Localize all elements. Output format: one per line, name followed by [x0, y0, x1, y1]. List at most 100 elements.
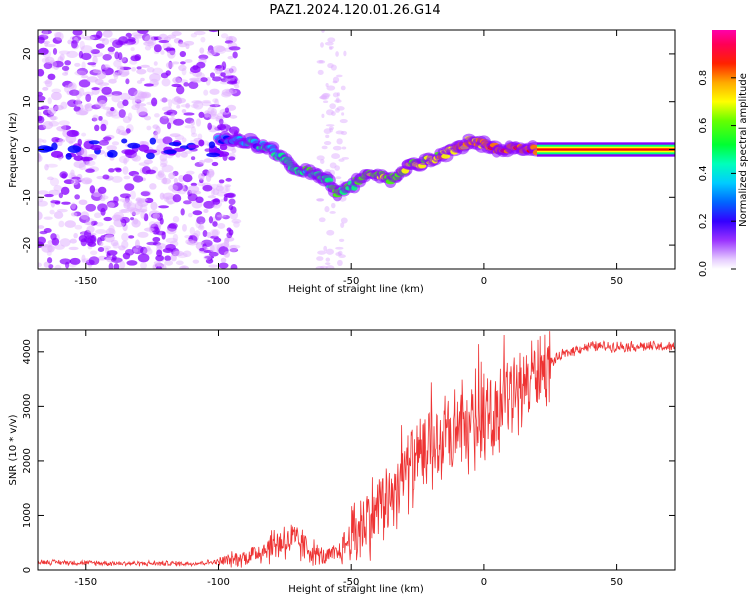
noise-blob: [194, 230, 201, 237]
band-blob: [67, 145, 82, 153]
noise-blob: [41, 30, 52, 35]
noise-blob: [59, 238, 71, 247]
noise-blob: [320, 42, 324, 48]
noise-blob: [203, 89, 209, 96]
noise-blob: [206, 232, 212, 238]
noise-blob: [38, 225, 45, 229]
noise-blob: [326, 85, 336, 91]
noise-blob: [208, 251, 219, 257]
noise-blob: [47, 107, 57, 115]
noise-blob: [111, 214, 123, 222]
noise-blob: [201, 101, 212, 107]
noise-blob: [217, 123, 227, 131]
noise-blob: [332, 92, 339, 98]
noise-blob: [190, 33, 198, 38]
noise-blob: [60, 186, 70, 196]
noise-blob: [153, 44, 162, 53]
noise-blob: [230, 264, 238, 269]
noise-blob: [156, 260, 162, 268]
noise-blob: [71, 176, 81, 180]
noise-blob: [184, 234, 191, 239]
noise-blob: [188, 81, 199, 90]
x-tick-label: 0: [481, 577, 487, 588]
noise-blob: [76, 67, 89, 76]
noise-blob: [176, 97, 187, 104]
noise-blob: [202, 184, 213, 192]
noise-blob: [59, 53, 65, 61]
noise-blob: [133, 34, 144, 39]
noise-blob: [320, 159, 325, 164]
noise-blob: [54, 104, 64, 111]
noise-blob: [108, 51, 115, 55]
noise-blob: [340, 85, 346, 91]
noise-blob: [197, 225, 205, 231]
noise-blob: [122, 43, 132, 47]
noise-blob: [208, 216, 214, 224]
noise-blob: [62, 80, 73, 88]
colorbar-tick-label: 0.8: [698, 70, 709, 86]
noise-blob: [145, 169, 156, 175]
noise-blob: [69, 89, 80, 96]
noise-blob: [160, 263, 167, 269]
noise-blob: [150, 201, 158, 211]
figure-title: PAZ1.2024.120.01.26.G14: [269, 3, 440, 18]
noise-blob: [84, 104, 91, 109]
noise-blob: [229, 244, 241, 249]
noise-blob: [203, 200, 215, 209]
noise-blob: [64, 220, 76, 228]
noise-blob: [47, 97, 52, 105]
noise-blob: [43, 216, 53, 220]
band-blob: [38, 145, 52, 153]
noise-blob: [50, 116, 57, 121]
noise-blob: [159, 192, 165, 200]
noise-blob: [81, 52, 92, 61]
colorbar: 0.0 0.2 0.4 0.6 0.8 Normalized spectral ampl…: [698, 30, 749, 277]
noise-blob: [108, 225, 115, 234]
noise-blob: [140, 191, 151, 197]
noise-blob: [176, 85, 185, 95]
noise-blob: [212, 198, 221, 205]
noise-blob: [48, 120, 59, 127]
noise-blob: [46, 163, 58, 168]
noise-blob: [208, 113, 219, 120]
noise-blob: [81, 258, 91, 263]
noise-blob: [58, 120, 70, 126]
noise-blob: [111, 175, 123, 183]
noise-blob: [198, 111, 205, 119]
noise-blob: [209, 104, 221, 108]
noise-blob: [207, 168, 215, 178]
noise-blob: [99, 241, 104, 247]
band-blob: [88, 140, 100, 145]
noise-blob: [207, 122, 212, 131]
noise-blob: [121, 57, 129, 64]
noise-blob: [131, 67, 137, 72]
noise-blob: [95, 43, 105, 49]
noise-blob: [222, 214, 230, 220]
noise-blob: [108, 78, 117, 84]
noise-blob: [164, 255, 172, 262]
noise-blob: [61, 125, 72, 130]
noise-blob: [207, 106, 215, 115]
noise-blob: [323, 100, 329, 104]
noise-blob: [109, 157, 115, 161]
noise-blob: [78, 87, 85, 97]
noise-blob: [127, 37, 136, 42]
noise-blob: [108, 168, 115, 173]
noise-blob: [224, 184, 232, 188]
noise-blob: [102, 174, 110, 180]
noise-blob: [53, 211, 64, 219]
noise-blob: [156, 249, 163, 257]
noise-blob: [51, 88, 62, 94]
snr-marks: [38, 331, 675, 568]
band-blob: [168, 141, 182, 147]
noise-blob: [59, 171, 68, 179]
noise-blob: [214, 70, 222, 75]
noise-blob: [140, 64, 150, 68]
noise-blob: [220, 72, 226, 77]
noise-blob: [336, 106, 345, 111]
noise-blob: [42, 30, 49, 37]
noise-blob: [43, 40, 51, 45]
band-blob: [80, 156, 94, 162]
noise-blob: [197, 133, 203, 140]
